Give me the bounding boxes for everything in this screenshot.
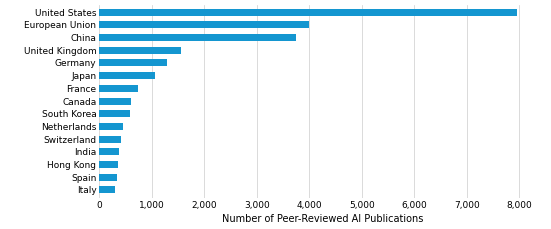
Bar: [99, 22, 309, 29]
Bar: [99, 60, 167, 67]
Bar: [99, 123, 123, 130]
Bar: [99, 48, 181, 55]
Bar: [99, 10, 517, 16]
Bar: [99, 85, 138, 93]
Bar: [99, 174, 116, 181]
Bar: [99, 149, 119, 156]
Bar: [99, 161, 118, 168]
Bar: [99, 187, 116, 194]
Bar: [99, 73, 155, 80]
Bar: [99, 111, 130, 118]
X-axis label: Number of Peer-Reviewed AI Publications: Number of Peer-Reviewed AI Publications: [222, 213, 423, 224]
Bar: [99, 136, 121, 143]
Bar: [99, 35, 296, 42]
Bar: [99, 98, 131, 105]
